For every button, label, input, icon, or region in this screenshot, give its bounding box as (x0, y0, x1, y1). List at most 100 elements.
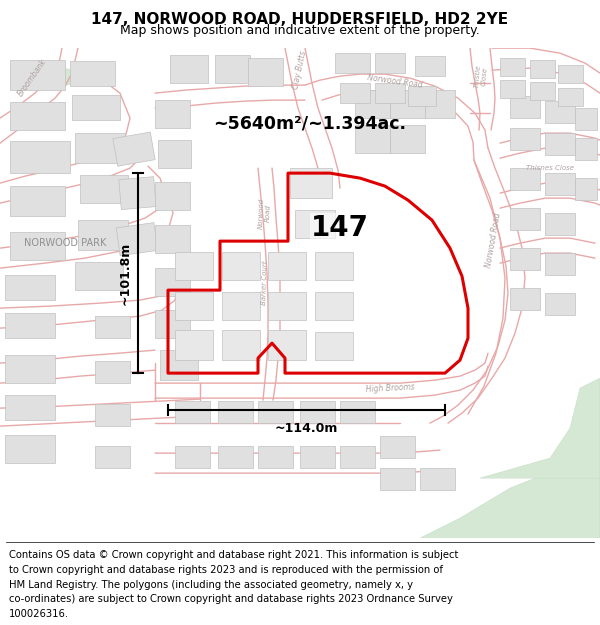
Bar (510, 288, 540, 310)
Bar (268, 292, 306, 320)
Bar (340, 446, 375, 468)
Bar (215, 55, 250, 83)
Bar (545, 253, 575, 275)
Bar (408, 86, 436, 106)
Bar (510, 128, 540, 150)
Bar (248, 58, 283, 86)
Bar (510, 248, 540, 270)
Bar (80, 175, 128, 203)
Bar (545, 293, 575, 315)
Bar (575, 108, 597, 130)
Bar (315, 292, 353, 320)
Bar (390, 125, 425, 153)
Bar (340, 83, 370, 103)
Bar (300, 446, 335, 468)
Bar (170, 55, 208, 83)
Polygon shape (480, 378, 600, 478)
Bar (95, 316, 130, 338)
Bar (95, 361, 130, 383)
Bar (335, 53, 370, 73)
Text: ~101.8m: ~101.8m (119, 241, 132, 305)
Text: to Crown copyright and database rights 2023 and is reproduced with the permissio: to Crown copyright and database rights 2… (9, 565, 443, 575)
Bar (510, 168, 540, 190)
Bar (420, 468, 455, 490)
Text: Thistle
Close: Thistle Close (473, 64, 488, 88)
Bar (355, 90, 390, 118)
Text: High Brooms: High Brooms (365, 382, 415, 394)
Text: Norwood Road: Norwood Road (484, 212, 502, 268)
Text: co-ordinates) are subject to Crown copyright and database rights 2023 Ordnance S: co-ordinates) are subject to Crown copyr… (9, 594, 453, 604)
Bar (558, 65, 583, 83)
Bar (545, 133, 575, 155)
Bar (116, 222, 158, 256)
Bar (10, 60, 65, 90)
Bar (75, 262, 123, 290)
Bar (415, 56, 445, 76)
Bar (10, 232, 65, 260)
Bar (295, 210, 335, 238)
Bar (510, 208, 540, 230)
Bar (258, 401, 293, 423)
Bar (175, 292, 213, 320)
Text: HM Land Registry. The polygons (including the associated geometry, namely x, y: HM Land Registry. The polygons (includin… (9, 579, 413, 589)
Bar (218, 446, 253, 468)
Bar (5, 313, 55, 338)
Bar (558, 88, 583, 106)
Bar (530, 60, 555, 78)
Bar (315, 252, 353, 280)
Bar (575, 138, 597, 160)
Bar (258, 446, 293, 468)
Bar (75, 133, 125, 163)
Bar (70, 61, 115, 86)
Text: Barker Court: Barker Court (261, 261, 269, 306)
Bar (575, 178, 597, 200)
Bar (160, 350, 198, 380)
Bar (545, 173, 575, 195)
Bar (95, 446, 130, 468)
Bar (155, 182, 190, 210)
Text: Clay Butts: Clay Butts (292, 50, 308, 90)
Text: ~5640m²/~1.394ac.: ~5640m²/~1.394ac. (214, 114, 407, 132)
Bar (290, 168, 332, 198)
Bar (158, 140, 191, 168)
Polygon shape (50, 68, 78, 88)
Text: ~114.0m: ~114.0m (275, 422, 338, 435)
Bar (155, 310, 190, 338)
Bar (155, 100, 190, 128)
Bar (5, 435, 55, 463)
Bar (155, 225, 190, 253)
Bar (10, 186, 65, 216)
Bar (78, 220, 128, 250)
Bar (545, 101, 575, 123)
Bar (500, 80, 525, 98)
Polygon shape (420, 468, 600, 538)
Text: Map shows position and indicative extent of the property.: Map shows position and indicative extent… (120, 24, 480, 37)
Bar (5, 275, 55, 300)
Bar (175, 401, 210, 423)
Bar (390, 90, 425, 118)
Bar (218, 401, 253, 423)
Text: Broombank: Broombank (16, 58, 48, 99)
Text: Norwood
Road: Norwood Road (258, 198, 272, 229)
Bar (175, 252, 213, 280)
Bar (375, 83, 405, 103)
Bar (375, 53, 405, 73)
Bar (222, 252, 260, 280)
Bar (113, 132, 155, 166)
Bar (222, 330, 260, 360)
Bar (5, 395, 55, 420)
Bar (10, 141, 70, 173)
Bar (268, 252, 306, 280)
Bar (500, 58, 525, 76)
Bar (510, 96, 540, 118)
Bar (72, 95, 120, 120)
Text: 100026316.: 100026316. (9, 609, 69, 619)
Bar (300, 401, 335, 423)
Bar (268, 330, 306, 360)
Text: Thisnes Close: Thisnes Close (526, 165, 574, 171)
Bar (175, 446, 210, 468)
Bar (545, 213, 575, 235)
Bar (155, 268, 190, 296)
Bar (380, 436, 415, 458)
Bar (530, 82, 555, 100)
